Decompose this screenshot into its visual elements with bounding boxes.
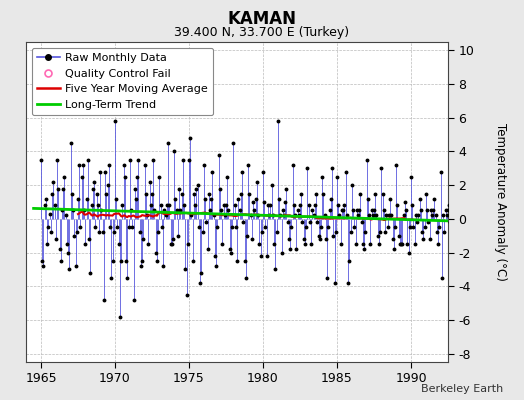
Text: Berkeley Earth: Berkeley Earth xyxy=(421,384,503,394)
Text: 39.400 N, 33.700 E (Turkey): 39.400 N, 33.700 E (Turkey) xyxy=(174,26,350,39)
Text: KAMAN: KAMAN xyxy=(227,10,297,28)
Y-axis label: Temperature Anomaly (°C): Temperature Anomaly (°C) xyxy=(494,123,507,281)
Legend: Raw Monthly Data, Quality Control Fail, Five Year Moving Average, Long-Term Tren: Raw Monthly Data, Quality Control Fail, … xyxy=(32,48,213,115)
